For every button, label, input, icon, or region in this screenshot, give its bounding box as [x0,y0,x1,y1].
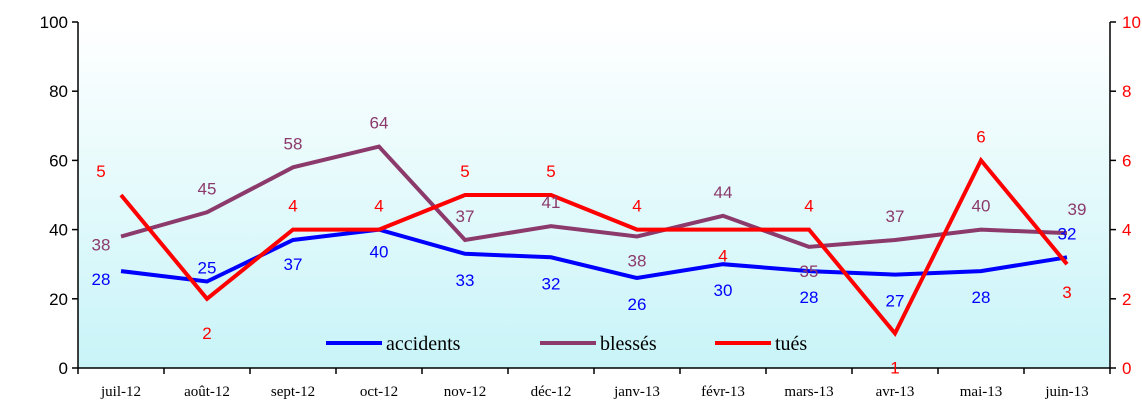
legend-label-accidents: accidents [386,333,461,355]
data-label-blesses: 64 [370,114,389,133]
data-label-blesses: 45 [198,179,217,198]
x-tick-label: sept-12 [271,384,315,400]
x-tick-label: oct-12 [360,384,398,400]
data-label-blesses: 37 [456,207,475,226]
axes: 0 20 40 60 80 100 0 2 4 6 8 10 juil-12 août-12 sept-12… [40,13,1141,400]
y-right-tick-label: 6 [1122,151,1131,170]
data-label-blesses: 38 [628,252,647,271]
x-tick-label: nov-12 [444,384,487,400]
data-label-blesses: 58 [284,134,303,153]
data-label-accidents: 26 [628,295,647,314]
y-left-tick-label: 100 [40,13,68,32]
x-tick-label: janv-13 [613,384,660,400]
data-label-accidents: 37 [284,255,303,274]
data-label-blesses: 38 [92,236,111,255]
data-label-accidents: 33 [456,271,475,290]
data-label-accidents: 27 [886,292,905,311]
series-line-accidents [120,227,1068,284]
y-left-tick-label: 80 [49,82,68,101]
series-line-blesses [120,144,1068,249]
x-tick-label: mai-13 [960,384,1003,400]
data-label-tues: 4 [288,197,297,216]
data-label-blesses: 39 [1068,200,1087,219]
y-left-tick-label: 60 [49,151,68,170]
data-label-tues: 3 [1062,283,1071,302]
data-label-tues: 4 [718,247,727,266]
y-right-tick-label: 4 [1122,221,1131,240]
data-label-tues: 4 [632,197,641,216]
x-tick-label: mars-13 [784,384,833,400]
data-label-tues: 4 [804,197,813,216]
x-tick-label: juil-12 [100,384,141,400]
y-left-tick-label: 20 [49,290,68,309]
data-label-accidents: 32 [542,274,561,293]
legend-label-tues: tués [775,333,807,355]
data-label-accidents: 28 [800,288,819,307]
data-label-accidents: 30 [714,281,733,300]
y-right-tick-label: 10 [1122,13,1141,32]
data-label-accidents: 28 [92,270,111,289]
x-tick-label: avr-13 [876,384,915,400]
data-label-accidents: 40 [370,243,389,262]
y-left-tick-label: 0 [59,359,68,378]
x-tick-label: août-12 [184,384,230,400]
y-right-tick-label: 2 [1122,290,1131,309]
legend: accidents blessés tués [326,333,807,355]
data-label-blesses: 35 [800,262,819,281]
data-label-blesses: 41 [542,193,561,212]
x-tick-label: déc-12 [531,384,572,400]
y-right-tick-label: 8 [1122,82,1131,101]
data-label-tues: 5 [96,162,105,181]
legend-label-blesses: blessés [600,333,657,355]
data-label-tues: 5 [546,162,555,181]
data-label-tues: 2 [202,324,211,343]
data-label-tues: 4 [374,197,383,216]
data-label-tues: 5 [460,162,469,181]
data-label-blesses: 40 [972,197,991,216]
data-label-tues: 1 [890,358,899,377]
data-label-blesses: 37 [886,207,905,226]
data-label-accidents: 32 [1058,224,1077,243]
data-label-tues: 6 [976,127,985,146]
y-left-tick-label: 40 [49,221,68,240]
series-layer [119,144,1069,338]
data-label-accidents: 28 [972,288,991,307]
series-line-tues [119,156,1069,338]
x-tick-label: févr-13 [701,384,745,400]
plot-area [78,22,1110,368]
data-label-blesses: 44 [714,183,733,202]
y-right-tick-label: 0 [1122,359,1131,378]
data-label-accidents: 25 [198,259,217,278]
x-tick-label: juin-13 [1044,384,1088,400]
